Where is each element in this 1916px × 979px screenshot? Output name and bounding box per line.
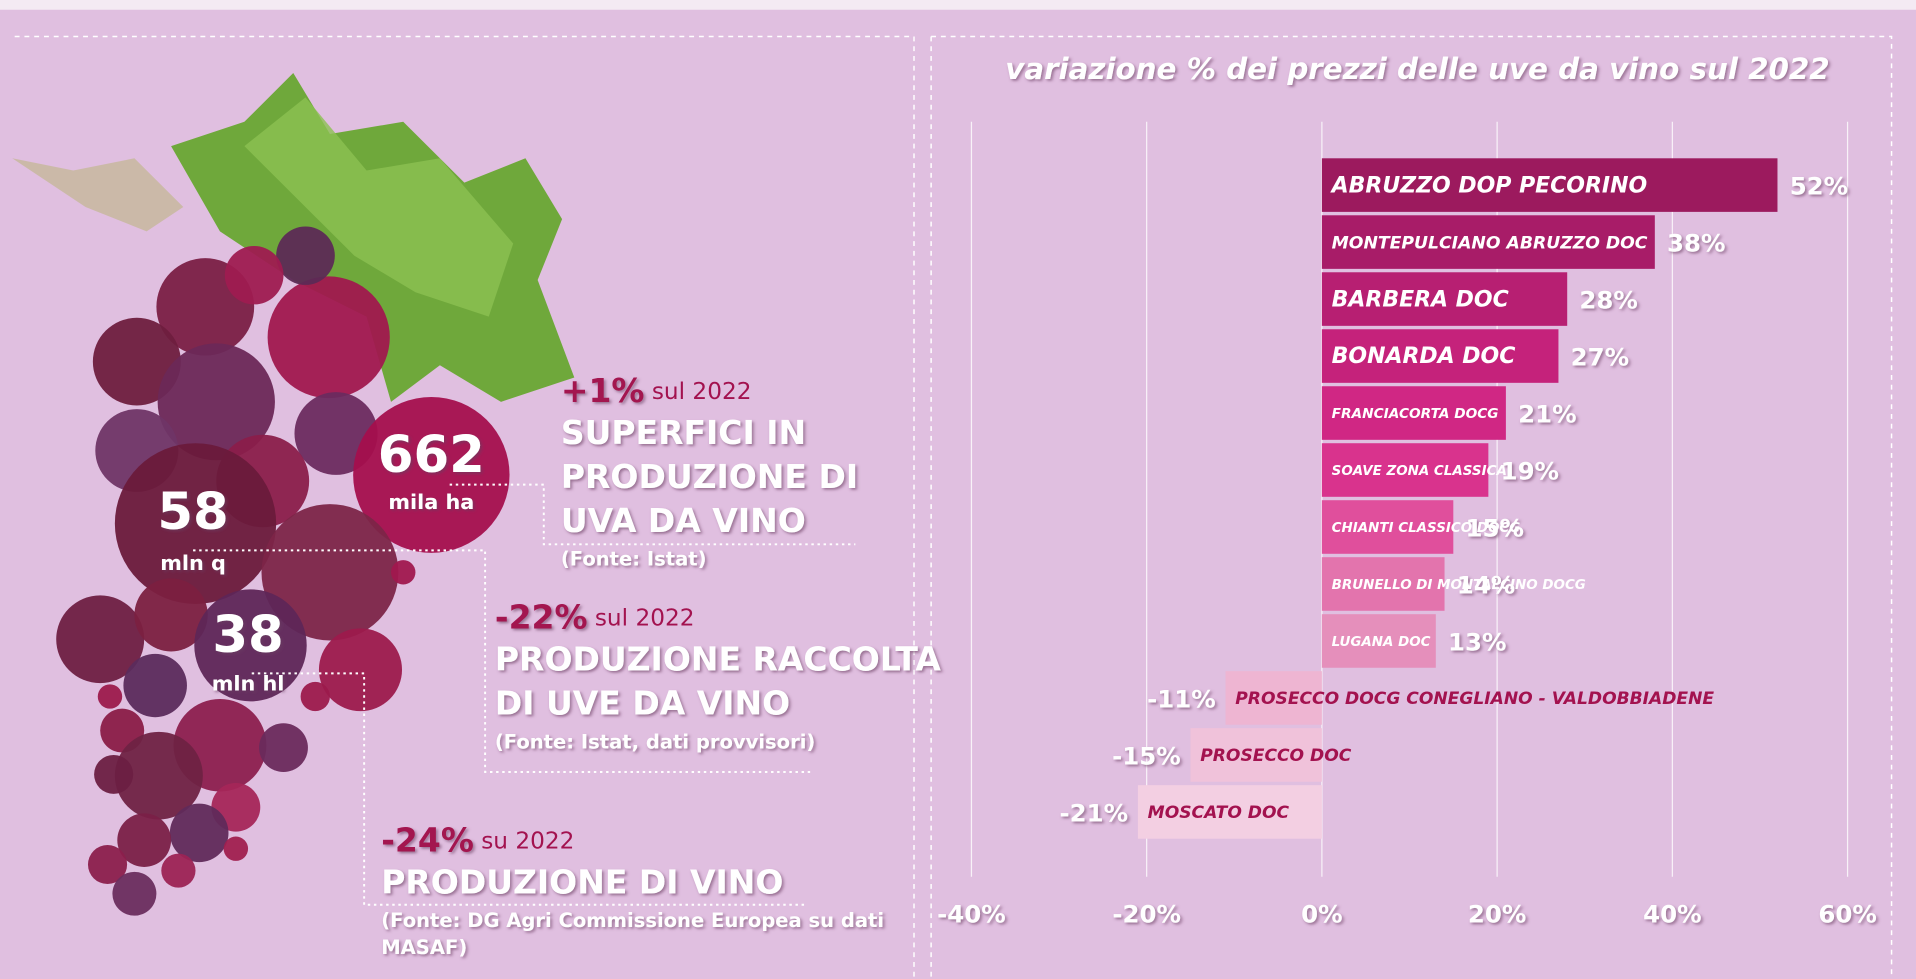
page: {"infographic": { "surface": {"number": … [0,0,1916,979]
grape [123,654,187,717]
heading-line: PRODUZIONE RACCOLTA [495,640,941,679]
stat-number: 58 [157,482,228,542]
x-tick-label: 20% [1468,900,1526,929]
grape [276,226,335,284]
grape [259,723,308,772]
value-label: 13% [1448,627,1506,656]
infographic: 662 mila ha 58 mln q 38 mln hl +1% sul 20… [0,0,1916,979]
category-label: BRUNELLO DI MONTALCINO DOCG [1332,578,1586,593]
heading-line: SUPERFICI IN [561,413,806,452]
stat-unit: mln q [160,551,226,575]
change-line: -24% su 2022 [381,820,574,859]
category-label: PROSECCO DOC [1200,746,1352,766]
source-line: (Fonte: Istat) [561,548,707,571]
grape [94,755,133,794]
stat-unit: mila ha [388,490,474,514]
value-label: 52% [1790,172,1848,201]
change: +1% [561,371,645,410]
grape [161,854,195,888]
grape [391,560,415,584]
value-label: -21% [1060,798,1129,827]
top-strip [0,0,1916,10]
category-label: SOAVE ZONA CLASSICA [1332,464,1507,479]
grape [224,837,248,861]
grape [301,682,330,711]
value-label: 27% [1571,343,1629,372]
source-line: (Fonte: Istat, dati provvisori) [495,730,815,753]
value-label: 38% [1667,229,1725,258]
source-line: (Fonte: DG Agri Commissione Europea su d… [381,909,884,932]
x-tick-label: 60% [1818,900,1876,929]
x-tick-label: 40% [1643,900,1701,929]
category-label: BONARDA DOC [1332,344,1516,369]
value-label: -15% [1112,741,1181,770]
change-line: +1% sul 2022 [561,371,752,410]
value-label: 28% [1579,286,1637,315]
category-label: PROSECCO DOCG CONEGLIANO - VALDOBBIADENE [1235,689,1714,709]
heading-line: UVA DA VINO [561,501,806,540]
value-label: 21% [1518,399,1576,428]
category-label: CHIANTI CLASSICO DOCG [1332,521,1521,536]
category-label: BARBERA DOC [1332,287,1509,312]
change-ref: sul 2022 [595,604,695,631]
category-label: ABRUZZO DOP PECORINO [1330,173,1648,198]
grape [112,872,156,916]
heading-line: PRODUZIONE DI [561,457,858,496]
source-line: MASAF) [381,936,467,959]
grape [98,684,122,708]
grape [268,276,390,398]
category-label: FRANCIACORTA DOCG [1332,406,1499,422]
bar-chart: variazione % dei prezzi delle uve da vin… [937,52,1877,929]
stat-number: 38 [212,605,283,665]
stat-number: 662 [378,425,485,485]
x-tick-label: -40% [937,900,1006,929]
change-line: -22% sul 2022 [495,597,695,636]
grape [225,246,284,304]
chart-title: variazione % dei prezzi delle uve da vin… [1005,52,1829,86]
x-tick-label: 0% [1301,900,1342,929]
heading-line: PRODUZIONE DI VINO [381,863,783,902]
grape [170,804,229,862]
change: -24% [381,820,474,859]
change: -22% [495,597,588,636]
category-label: MOSCATO DOC [1148,803,1290,823]
value-label: -11% [1147,684,1216,713]
stat-unit: mln hl [212,671,285,695]
change-ref: su 2022 [481,827,574,854]
category-label: MONTEPULCIANO ABRUZZO DOC [1332,233,1648,253]
category-label: LUGANA DOC [1332,635,1431,650]
heading-line: DI UVE DA VINO [495,684,790,723]
x-tick-label: -20% [1112,900,1181,929]
grape [319,628,402,711]
change-ref: sul 2022 [652,378,752,405]
value-label: 19% [1501,456,1559,485]
